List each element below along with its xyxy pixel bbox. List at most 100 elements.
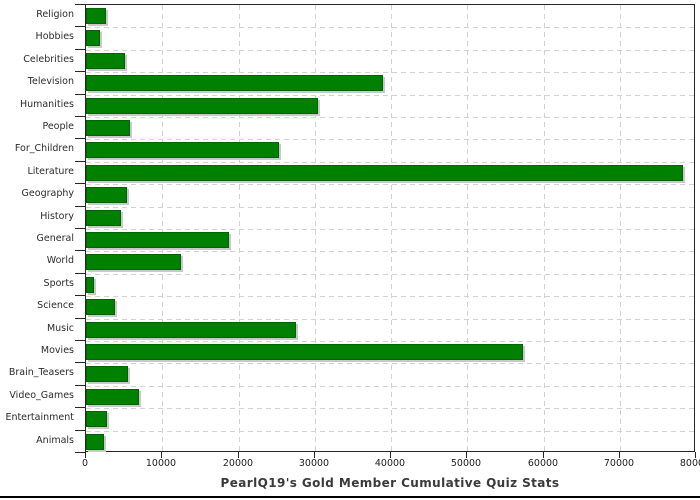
bar-general (86, 232, 229, 248)
y-axis-label-world: World (46, 255, 74, 267)
y-axis-label-video_games: Video_Games (9, 389, 74, 401)
x-axis-label-80000: 80000 (679, 458, 700, 469)
bar-humanities (86, 98, 318, 114)
y-axis-tick (75, 161, 85, 162)
y-axis-tick (75, 183, 85, 184)
horizontal-gridline (86, 95, 694, 96)
y-axis-label-movies: Movies (40, 345, 74, 356)
vertical-gridline (620, 5, 621, 451)
horizontal-gridline (86, 139, 694, 140)
y-axis-label-history: History (40, 210, 74, 222)
bottom-rule (0, 496, 700, 498)
bar-world (86, 254, 181, 270)
y-axis-label-brain_teasers: Brain_Teasers (8, 367, 74, 379)
x-axis-tick (466, 452, 467, 458)
x-axis-tick (238, 452, 239, 458)
y-axis-label-people: People (42, 121, 74, 132)
bar-hobbies (86, 30, 100, 46)
y-axis-tick (75, 273, 85, 274)
bar-entertainment (86, 411, 107, 427)
horizontal-gridline (86, 229, 694, 230)
y-axis-tick (75, 206, 85, 207)
y-axis-label-general: General (36, 233, 74, 244)
y-axis-tick (75, 430, 85, 431)
y-axis-label-entertainment: Entertainment (5, 412, 74, 424)
y-axis-label-television: Television (27, 76, 74, 88)
plot-area (85, 4, 695, 452)
bar-music (86, 322, 296, 338)
bar-for_children (86, 142, 279, 158)
x-axis-tick (314, 452, 315, 458)
y-axis-tick (75, 26, 85, 27)
bar-geography (86, 187, 127, 203)
bar-religion (86, 8, 106, 24)
horizontal-gridline (86, 408, 694, 409)
y-axis-tick (75, 407, 85, 408)
y-axis-tick (75, 4, 85, 5)
x-axis-label-0: 0 (81, 458, 89, 469)
horizontal-gridline (86, 341, 694, 342)
y-axis-label-humanities: Humanities (19, 98, 74, 110)
vertical-gridline (544, 5, 545, 451)
y-axis-tick (75, 318, 85, 319)
y-axis-label-animals: Animals (36, 434, 74, 446)
bar-video_games (86, 389, 139, 405)
vertical-gridline (315, 5, 316, 451)
y-axis-tick (75, 295, 85, 296)
bar-television (86, 75, 383, 91)
x-axis-tick (543, 452, 544, 458)
x-axis-label-20000: 20000 (222, 458, 254, 469)
x-axis-tick (619, 452, 620, 458)
horizontal-gridline (86, 319, 694, 320)
horizontal-gridline (86, 162, 694, 163)
y-axis-tick (75, 250, 85, 251)
y-axis-tick (75, 49, 85, 50)
x-axis-label-30000: 30000 (298, 458, 330, 469)
y-axis-tick (75, 228, 85, 229)
bar-science (86, 299, 115, 315)
y-axis-label-celebrities: Celebrities (23, 53, 74, 65)
horizontal-gridline (86, 117, 694, 118)
y-axis-label-religion: Religion (36, 9, 74, 20)
vertical-gridline (239, 5, 240, 451)
bar-history (86, 210, 121, 226)
bar-literature (86, 165, 683, 181)
y-axis-label-geography: Geography (21, 188, 74, 200)
chart-title: PearlQ19's Gold Member Cumulative Quiz S… (220, 476, 560, 490)
bar-celebrities (86, 53, 125, 69)
y-axis-tick (75, 362, 85, 363)
y-axis-tick (75, 340, 85, 341)
horizontal-gridline (86, 207, 694, 208)
horizontal-gridline (86, 274, 694, 275)
horizontal-gridline (86, 72, 694, 73)
bar-animals (86, 434, 104, 450)
y-axis-label-music: Music (46, 322, 74, 334)
y-axis-label-hobbies: Hobbies (35, 31, 74, 43)
y-axis-label-for_children: For_Children (14, 143, 74, 155)
horizontal-gridline (86, 27, 694, 28)
x-axis-label-60000: 60000 (527, 458, 559, 469)
x-axis-tick (85, 452, 86, 458)
y-axis-tick (75, 71, 85, 72)
bar-people (86, 120, 130, 136)
x-axis-tick (695, 452, 696, 458)
horizontal-gridline (86, 50, 694, 51)
y-axis-label-science: Science (37, 300, 74, 312)
bar-brain_teasers (86, 366, 128, 382)
x-axis-label-10000: 10000 (145, 458, 177, 469)
y-axis-tick (75, 94, 85, 95)
x-axis-label-50000: 50000 (450, 458, 482, 469)
y-axis-tick (75, 116, 85, 117)
horizontal-gridline (86, 363, 694, 364)
x-axis-label-70000: 70000 (603, 458, 635, 469)
y-axis-label-sports: Sports (43, 277, 74, 289)
bar-movies (86, 344, 523, 360)
horizontal-gridline (86, 184, 694, 185)
bar-sports (86, 277, 94, 293)
x-axis-tick (390, 452, 391, 458)
y-axis-tick (75, 385, 85, 386)
horizontal-gridline (86, 296, 694, 297)
x-axis-tick (161, 452, 162, 458)
horizontal-gridline (86, 386, 694, 387)
